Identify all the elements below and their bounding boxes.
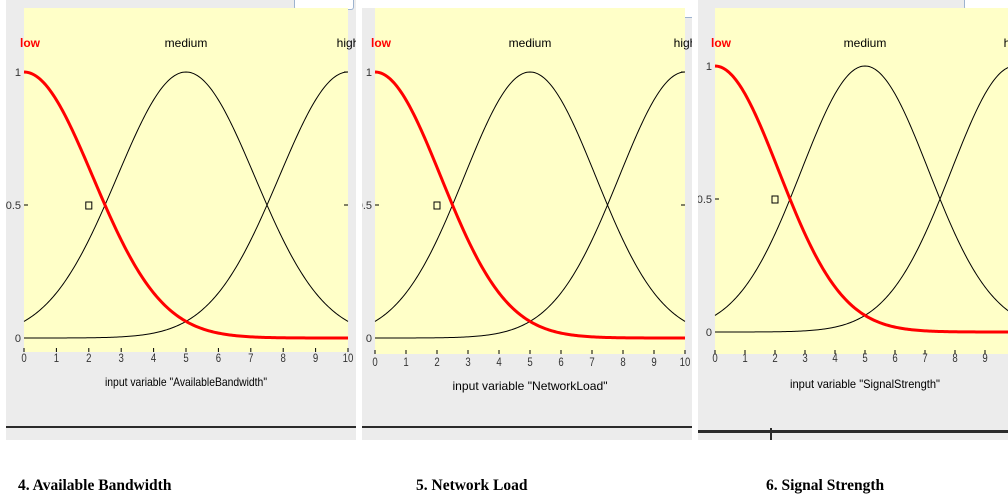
window-bottom-divider [770, 428, 772, 440]
selection-marker[interactable] [85, 201, 93, 210]
x-tick-label: 2 [434, 356, 439, 369]
caption-signal-strength: 6. Signal Strength [766, 477, 885, 494]
chart-panel-available-bandwidth: 0 0.5 1 0 1 2 3 4 5 6 7 8 9 10 input variable "Availab… [6, 0, 356, 440]
window-bottom-border [698, 430, 1008, 433]
x-tick-label: 10 [680, 356, 691, 369]
x-tick-label: 4 [151, 352, 156, 365]
caption-available-bandwidth: 4. Available Bandwidth [18, 477, 172, 494]
x-tick-label: 6 [216, 352, 221, 365]
x-tick-label: 9 [313, 352, 318, 365]
mf-label-medium: medium [509, 36, 552, 50]
mf-curve-low[interactable] [714, 64, 1008, 334]
x-tick-label: 7 [589, 356, 594, 369]
plot-area [24, 8, 348, 352]
x-tick-label: 0 [21, 352, 26, 365]
x-tick-label: 4 [832, 352, 837, 365]
x-tick-label: 2 [86, 352, 91, 365]
x-tick-label: 9 [982, 352, 987, 365]
mf-curve-low[interactable] [23, 70, 348, 340]
y-tick-label: 0 [15, 333, 21, 345]
mf-curve-low[interactable] [374, 70, 685, 340]
mf-label-high: high [674, 36, 692, 50]
x-tick-label: 6 [892, 352, 897, 365]
window-bottom-border [362, 426, 692, 428]
y-tick-label: 0.5 [362, 200, 372, 212]
y-tick-label: 0.5 [698, 194, 712, 206]
mf-label-medium: medium [844, 36, 887, 50]
x-tick-label: 5 [527, 356, 532, 369]
x-tick-label: 5 [183, 352, 188, 365]
plot-area [715, 8, 1008, 354]
x-tick-label: 3 [802, 352, 807, 365]
mf-label-low: low [371, 36, 392, 50]
caption-network-load: 5. Network Load [416, 477, 528, 494]
y-tick-label: 0 [706, 327, 712, 339]
x-tick-label: 6 [558, 356, 563, 369]
y-tick-label: 1 [706, 61, 712, 73]
mf-curve-medium[interactable] [23, 71, 349, 322]
x-tick-label: 7 [922, 352, 927, 365]
selection-marker[interactable] [771, 195, 779, 204]
x-tick-label: 8 [281, 352, 286, 365]
x-tick-label: 8 [620, 356, 625, 369]
x-tick-label: 0 [712, 352, 717, 365]
y-tick-label: 0 [366, 333, 372, 345]
mf-curve-medium[interactable] [374, 71, 686, 322]
x-axis-label: input variable "NetworkLoad" [453, 379, 608, 393]
window-bottom-border [6, 426, 356, 428]
mf-label-high: high [1004, 36, 1008, 50]
y-tick-label: 0.5 [6, 200, 21, 212]
mf-label-high: high [337, 36, 356, 50]
y-tick-label: 1 [15, 67, 21, 79]
plot-area [375, 8, 685, 354]
x-tick-label: 10 [343, 352, 354, 365]
x-tick-label: 0 [372, 356, 377, 369]
x-tick-label: 4 [496, 356, 501, 369]
mf-label-low: low [711, 36, 732, 50]
x-tick-label: 3 [465, 356, 470, 369]
mf-label-medium: medium [165, 36, 208, 50]
x-axis-label: input variable "SignalStrength" [790, 377, 940, 391]
x-tick-label: 1 [403, 356, 408, 369]
x-tick-label: 2 [772, 352, 777, 365]
mf-label-low: low [20, 36, 41, 50]
x-tick-label: 8 [952, 352, 957, 365]
x-axis-label: input variable "AvailableBandwidth" [105, 375, 267, 389]
x-tick-label: 5 [862, 352, 867, 365]
y-tick-label: 1 [366, 67, 372, 79]
selection-marker[interactable] [433, 201, 441, 210]
x-tick-label: 9 [651, 356, 656, 369]
x-tick-label: 7 [248, 352, 253, 365]
x-tick-label: 1 [54, 352, 59, 365]
x-tick-label: 1 [742, 352, 747, 365]
mf-curve-medium[interactable] [714, 65, 1008, 316]
x-tick-label: 3 [119, 352, 124, 365]
